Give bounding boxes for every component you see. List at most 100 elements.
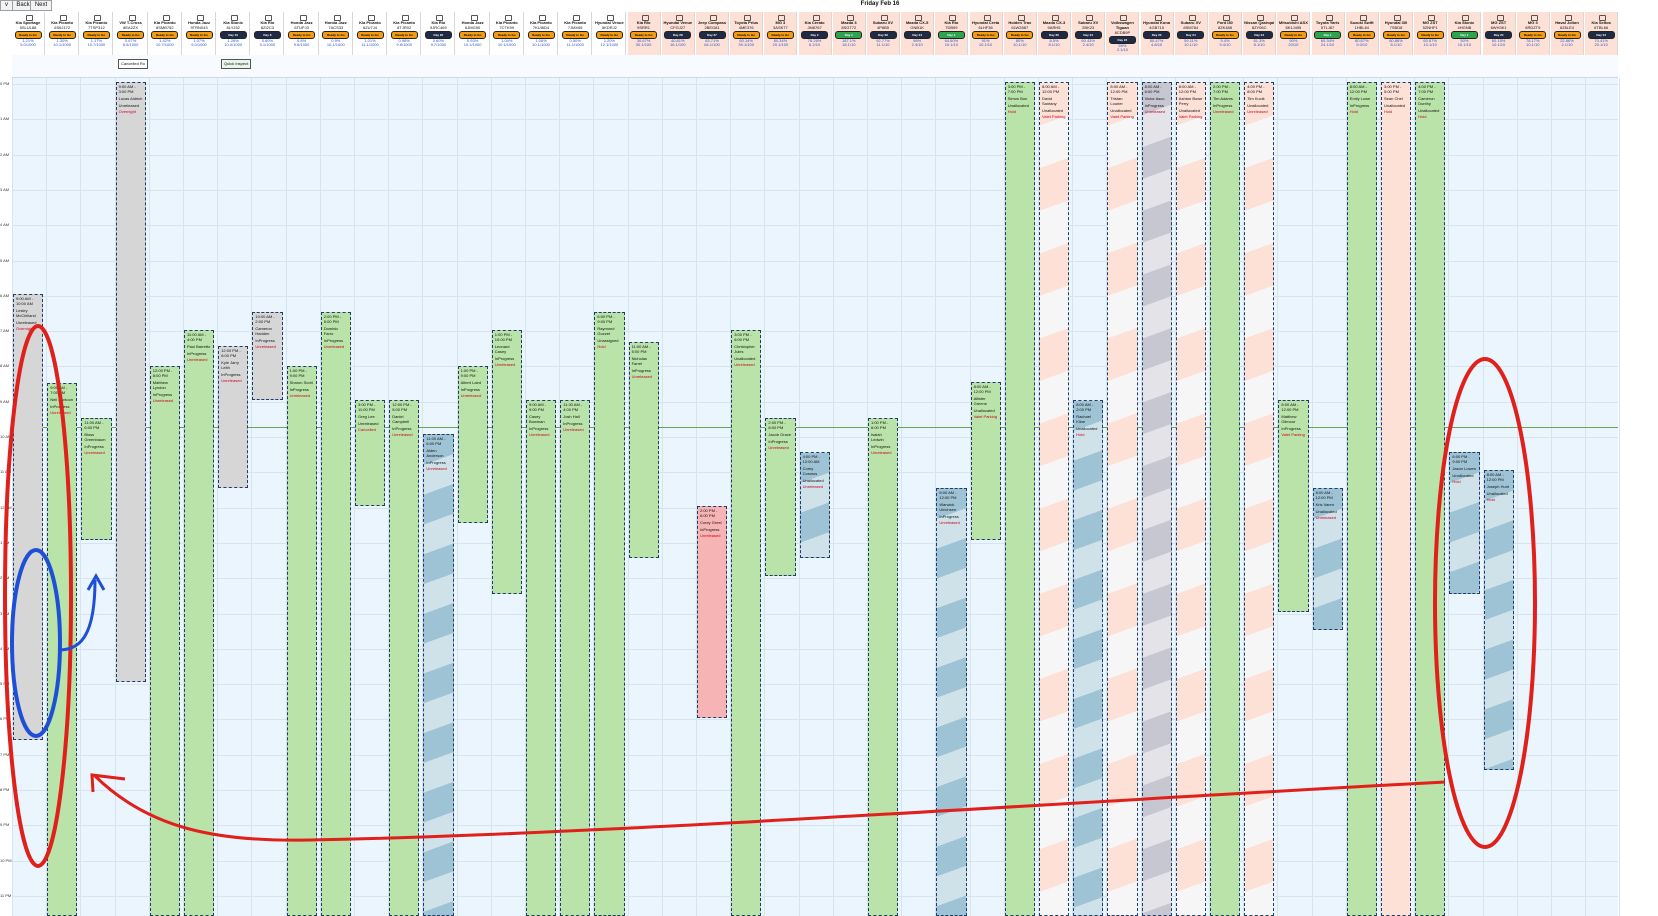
vehicle-header[interactable]: Kia Seltos 6TBL66 Day 24 70.41% 20.1/10 [1585, 12, 1619, 55]
vehicle-header[interactable]: Mazda CX-3 9ARH5 Day 26 8.5% 8.1/10 [1038, 12, 1071, 55]
booking-block[interactable]: 1:00 PM - 6:00 PM Isaiah Ledwin InProgress… [868, 418, 899, 916]
booking-block[interactable]: 11:00 AM - 6:00 PM Alden Anderson InProgre… [423, 434, 454, 916]
vehicle-status-badge[interactable]: Ready to Go [322, 31, 350, 39]
info-chip-cancelled[interactable]: Cancelled Ro [118, 59, 149, 69]
vehicle-header[interactable]: Kia Stonic 4HGNB Day 1 50% 10.1/10 [1448, 12, 1482, 55]
vehicle-header[interactable]: Kia Stonic 8LYJ32 Day 10 1.28% 10.0/1000 [217, 12, 251, 55]
vehicle-status-badge[interactable]: Ready to Go [1279, 31, 1307, 39]
booking-block[interactable]: 4:00 PM - 12:00 AM Corey Cosmos Unallocate… [799, 452, 830, 558]
booking-block[interactable]: 3:00 PM - 7:00 PM Simon Bon Unallocated Hol… [1004, 82, 1035, 916]
vehicle-header[interactable]: Honda Jazz 6JMG90 Ready to Go 0.93% 10.1/100… [456, 12, 490, 55]
vehicle-header[interactable]: Hyundai Kona 4GB715 Day 23 50.47% 4.8/10 [1140, 12, 1174, 55]
vehicle-status-badge[interactable]: Ready to Go [82, 31, 110, 39]
booking-block[interactable]: 12:00 PM - 8:00 PM Matthew Lyndon InProgre… [149, 366, 180, 916]
booking-block[interactable]: 8:00 AM - 12:00 PM Tristan Lourier Unalloc… [1107, 82, 1138, 916]
booking-block[interactable]: 8:00 AM - 12:00 PM Emily Lowe InProgress Ho… [1346, 82, 1377, 916]
vehicle-header[interactable]: Kia Cerato JM8767 Day 2 76.26% 6.2/10 [798, 12, 832, 55]
booking-block[interactable]: 8:00 AM - 12:00 PM Allister Greene Unalloc… [970, 382, 1001, 540]
vehicle-status-badge[interactable]: Ready to Go [14, 31, 42, 39]
vehicle-header[interactable]: MG 3 6RDZT9 Ready to Go 78.17% 10.1/10 [1516, 12, 1550, 55]
booking-block[interactable]: 2:00 PM - 5:00 PM Dominic Farro InProgress… [320, 312, 351, 916]
booking-block[interactable]: 9:00 AM - 3:00 PM Lucas Aldrich Unreleased… [115, 82, 146, 682]
vehicle-header[interactable]: Haval Jolion 8Z6LE4 Ready to Go 22.86% 2.1/1… [1551, 12, 1584, 55]
vehicle-status-badge[interactable]: Ready to Go [459, 31, 487, 39]
vehicle-status-badge[interactable]: Ready to Go [766, 31, 794, 39]
vehicle-header[interactable]: Kia Picanto 7CTK99 Ready to Go 1.04% 10.1/10… [490, 12, 524, 55]
vehicle-header[interactable]: Mazda 3 8SGT72 Day 1 187.1% 18.1/10 [832, 12, 866, 55]
vehicle-status-badge[interactable]: Ready to Go [732, 31, 760, 39]
vehicle-header[interactable]: Subaru XV 2BK23 Day 24 60.43% 2.4/10 [1072, 12, 1106, 55]
vehicle-status-badge[interactable]: Ready to Go [117, 31, 145, 39]
vehicle-status-badge[interactable]: Ready to Go [390, 31, 418, 39]
vehicle-header[interactable]: Hyundai Creta 6LHF36 Ready to Go 91% 10.1/10 [969, 12, 1003, 55]
booking-block[interactable]: 3:00 PM - 11:00 PM Greg Lee Unreleased Canc… [355, 400, 386, 506]
vehicle-status-badge[interactable]: Day 27 [698, 31, 726, 39]
booking-block[interactable]: 6:00 PM - 9:00 PM Raymond Gozzet Unassigne… [594, 312, 625, 916]
vehicle-header[interactable]: Kia Picanto 6S6J172 Ready to Go 1.30% 10.1/1… [46, 12, 80, 55]
vehicle-header[interactable]: Honda Jazz 6TUPJ3 Ready to Go 0.8% 9.6/1000 [285, 12, 319, 55]
booking-block[interactable]: 12:00 PM - 5:00 PM Daniel Campbell InProgr… [389, 400, 420, 916]
booking-block[interactable]: 11:00 AM - 6:00 PM Bloss Greenbaum InProgr… [81, 418, 112, 540]
vehicle-status-badge[interactable]: Day 24 [1485, 31, 1513, 39]
vehicle-header[interactable]: Toyota Yaris 5TLJ67 Day 1 60.34% 24.1/10 [1311, 12, 1345, 55]
booking-block[interactable]: 1:00 PM - 9:00 PM Sharon Scott InProgress U… [286, 366, 317, 916]
booking-block[interactable]: 8:00 AM - 12:00 PM David Santany Unallocat… [1039, 82, 1070, 916]
vehicle-status-badge[interactable]: Ready to Go [1519, 31, 1547, 39]
vehicle-header[interactable]: Honda Jazz 7ACS33 Ready to Go 0.9% 10.1/1000 [319, 12, 353, 55]
booking-block[interactable]: 1:00 PM - 9:00 PM Albert Laird InProgress U… [457, 366, 488, 523]
vehicle-status-badge[interactable]: Day 23 [1143, 31, 1171, 39]
booking-block[interactable]: 8:00 AM - 12:00 PM Warwick Ulrichsen InPro… [936, 488, 967, 916]
vehicle-header[interactable]: Subaru XV 4P8B5 Day 29 92.77% 11.1/10 [867, 12, 900, 55]
vehicle-header[interactable]: Kia Picanto 7JMX65 Ready to Go 0.50% 11.1/10… [559, 12, 593, 55]
vehicle-status-badge[interactable]: Day 2 [801, 31, 829, 39]
vehicle-status-badge[interactable]: Ready to Go [972, 31, 1000, 39]
vehicle-header[interactable]: Hyundai Venue CFGJ27 Day 28 40.81% 16.1/100 [661, 12, 695, 55]
booking-block[interactable]: 8:00 AM - 12:00 PM Ashton Bowe Perry Unall… [1175, 82, 1206, 916]
vehicle-status-badge[interactable]: Ready to Go [1348, 31, 1376, 39]
booking-block[interactable]: 9:00 AM - 7:00 PM Neil Pantoon InProgress U… [47, 383, 78, 916]
vehicle-header[interactable]: Kia Picanto 8SMB752 Ready to Go 1.42% 10.7/1… [148, 12, 182, 55]
vehicle-status-badge[interactable]: Ready to Go [48, 31, 76, 39]
vehicle-status-badge[interactable]: Day 24 [1587, 31, 1615, 39]
vehicle-status-badge[interactable]: Ready to Go [1382, 31, 1410, 39]
booking-block[interactable]: 2:00 PM - 8:00 PM Jacob Grace InProgress Un… [765, 418, 796, 576]
booking-block[interactable]: 6:00 PM - 9:00 PM Jason Lowen Unallocated H… [1449, 452, 1480, 594]
vehicle-status-badge[interactable]: Ready to Go [630, 31, 658, 39]
vehicle-header[interactable]: Hyundai I30 7SBD8 Ready to Go 60.86% 8.1/10 [1380, 12, 1413, 55]
vehicle-header[interactable]: Mazda CX-5 GNB1K Day 24 98% 2.4/10 [901, 12, 935, 55]
vehicle-header[interactable]: Mitsubishi ASX 8K1J495 Ready to Go 90% 20/10 [1277, 12, 1311, 55]
booking-block[interactable]: 4:00 PM - 8:00 PM Tim Kucik Unallocated Unr… [1244, 82, 1275, 916]
vehicle-status-badge[interactable]: Day 24 [1245, 31, 1273, 39]
vehicle-status-badge[interactable]: Ready to Go [1416, 31, 1444, 39]
vehicle-status-badge[interactable]: Day 24 [1074, 31, 1102, 39]
vehicle-status-badge[interactable]: Day 24 [1177, 31, 1205, 39]
vehicle-header[interactable]: Volkswagen Tiguan 8CDB9P Day 24 59% 2.1/10 [1106, 12, 1140, 55]
booking-block[interactable]: 8:00 AM - 6:00 PM Victor Asco InProgress Un… [1141, 82, 1172, 916]
vehicle-header[interactable]: Kia Sportage 5SLUL88 Ready to Go 1.21% 5.0/1… [12, 12, 45, 55]
booking-block[interactable]: 9:00 AM - 9:00 PM Casey Bowman InProgress U… [526, 400, 557, 916]
vehicle-status-badge[interactable]: Ready to Go [356, 31, 384, 39]
vehicle-header[interactable]: Kia Rio 8ZI2C3 Day 8 0.80% 9.1/1000 [251, 12, 285, 55]
vehicle-status-badge[interactable]: Ready to Go [1211, 31, 1239, 39]
vehicle-header[interactable]: Kia Rio 9JRC469 Day 20 0.60% 9.7/1000 [422, 12, 456, 55]
booking-block[interactable]: 11:30 AM - 4:00 PM Josh Hall InProgress Unr… [560, 400, 591, 916]
vehicle-header[interactable]: Subaru XV 8SM784 Day 24 59.11% 10.1/10 [1174, 12, 1208, 55]
booking-block[interactable]: 3:00 PM - 6:00 PM Christopher Jules Unallo… [731, 330, 762, 916]
booking-block[interactable]: 11:00 AM - 5:00 PM Nicholas Farrel InProgr… [628, 342, 659, 558]
vehicle-header[interactable]: Kia Picanto 6ZU7J4 Ready to Go 1.01% 11.1/10… [354, 12, 387, 55]
vehicle-status-badge[interactable]: Day 1 [937, 31, 965, 39]
vehicle-status-badge[interactable]: Day 28 [664, 31, 692, 39]
booking-block[interactable]: 4:00 PM - 7:00 PM Cameron Dunthy Unallocat… [1415, 82, 1446, 916]
vehicle-status-badge[interactable]: Ready to Go [185, 31, 213, 39]
vehicle-header[interactable]: Nissan Qashqai 8ZY06C Day 24 81.3% 8.1/10 [1243, 12, 1277, 55]
booking-block[interactable]: 11:00 AM - 4:00 PM Paul Barretto InProgres… [184, 330, 215, 916]
vehicle-header[interactable]: Toyota Prius 4ME376 Ready to Go 60.14% 39.1/… [730, 12, 764, 55]
vehicle-status-badge[interactable]: Ready to Go [561, 31, 589, 39]
booking-block[interactable]: 1:00 PM - 10:00 PM Leonard Casey InProgres… [491, 330, 522, 594]
vehicle-status-badge[interactable]: Ready to Go [1006, 31, 1034, 39]
vehicle-header[interactable]: Holden Trax 6LW2887 Ready to Go 80% 10.1/10 [1003, 12, 1037, 55]
booking-block[interactable]: 8:00 AM - 2:00 PM Rachael Kline Unallocate… [1073, 400, 1104, 916]
vehicle-header[interactable]: MG ZST 6WH3K1 Day 24 60.15% 10.1/10 [1482, 12, 1516, 55]
vehicle-header[interactable]: Kia Rio 7DB99 Day 1 64.60% 10.1/10 [935, 12, 969, 55]
vehicle-status-badge[interactable]: Day 29 [869, 31, 897, 39]
